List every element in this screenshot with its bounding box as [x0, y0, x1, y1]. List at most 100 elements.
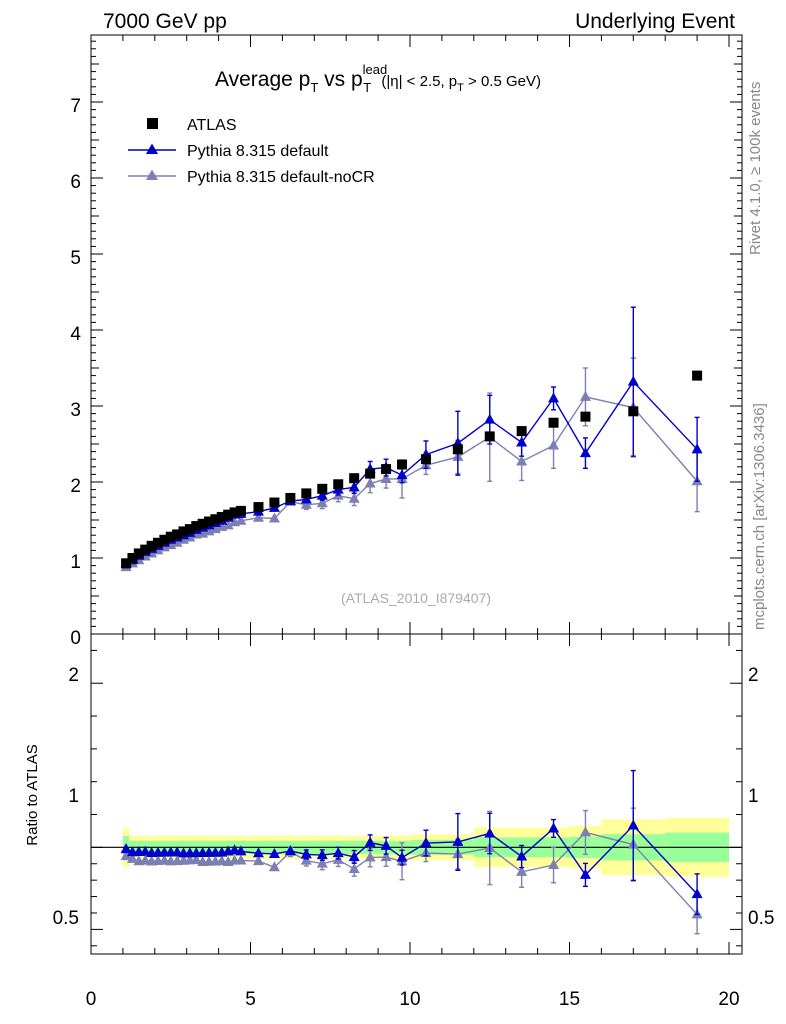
main-grid-layer: [90, 35, 742, 635]
y-tick-label-7: 7: [70, 96, 81, 117]
analysis-label: (ATLAS_2010_I879407): [341, 590, 491, 606]
atlas-data-point: [216, 511, 227, 522]
title-cuts-a: (|η| < 2.5, p: [377, 73, 457, 90]
atlas-data-point: [121, 558, 132, 569]
atlas-data-point: [191, 521, 202, 532]
default-main-point: [627, 375, 639, 386]
x-tick-label-0: 0: [86, 989, 97, 1010]
default-ratio-point: [252, 847, 264, 858]
ratio-tick-label-1-left: 1: [68, 786, 79, 807]
default-ratio-point: [229, 844, 241, 855]
y-tick-label-0: 0: [70, 628, 81, 649]
default-ratio-point: [300, 848, 312, 859]
nocr-ratio-point: [235, 854, 247, 865]
default-ratio-point: [268, 847, 280, 858]
default-ratio-point: [420, 837, 432, 848]
atlas-data-point: [133, 548, 144, 559]
atlas-data-point: [452, 444, 463, 455]
nocr-ratio-point: [364, 851, 376, 862]
legend-marker-atlas: [147, 118, 158, 129]
atlas-data-point: [317, 483, 328, 494]
nocr-ratio-point: [268, 861, 280, 872]
nocr-main-point: [516, 455, 528, 466]
main-series-layer: [120, 306, 703, 572]
default-ratio-point: [364, 836, 376, 847]
default-main-point: [300, 493, 312, 504]
nocr-main-point: [171, 536, 183, 547]
ratio-grid-layer: [90, 634, 742, 954]
default-ratio-point: [380, 839, 392, 850]
nocr-main-point: [548, 439, 560, 450]
ratio-series-layer: [120, 769, 703, 935]
nocr-main-point: [222, 519, 234, 530]
nocr-main-point: [268, 512, 280, 523]
ratio-tick-label-2-right: 2: [748, 665, 759, 686]
nocr-ratio-point: [348, 862, 360, 873]
title-vs: vs p: [318, 68, 362, 91]
x-tick-labels: 0 5 10 15 20: [86, 989, 740, 1010]
atlas-data-point: [628, 406, 639, 417]
nocr-ratio-point: [380, 851, 392, 862]
title-main: Average p: [215, 68, 310, 91]
ratio-frame: [90, 633, 743, 955]
default-ratio-point: [171, 846, 183, 857]
atlas-data-point: [692, 370, 703, 381]
nocr-ratio-point: [516, 865, 528, 876]
nocr-main-point: [235, 514, 247, 525]
atlas-data-point: [159, 534, 170, 545]
default-ratio-point: [316, 849, 328, 860]
default-main-point: [484, 413, 496, 424]
atlas-data-point: [165, 531, 176, 542]
atlas-data-point: [285, 492, 296, 503]
atlas-data-point: [152, 537, 163, 548]
atlas-data-point: [381, 464, 392, 475]
y-tick-label-2: 2: [70, 476, 81, 497]
default-ratio-point: [691, 888, 703, 899]
atlas-data-point: [172, 529, 183, 540]
title-sub-t: T: [310, 80, 318, 95]
mcplots-label: mcplots.cern.ch [arXiv:1306.3436]: [751, 403, 768, 630]
atlas-data-point: [548, 417, 559, 428]
chart-title: Average pT vs plead T (|η| < 2.5, pT > 0.…: [215, 62, 541, 95]
title-cuts-sub: T: [457, 82, 464, 94]
default-ratio-point: [548, 822, 560, 833]
nocr-ratio-point: [120, 850, 132, 861]
legend-marker-nocr: [146, 169, 158, 180]
nocr-main-point: [252, 511, 264, 522]
nocr-ratio-point: [190, 854, 202, 865]
y-tick-label-3: 3: [70, 400, 81, 421]
y-tick-label-5: 5: [70, 248, 81, 269]
rivet-label: Rivet 4.1.0, ≥ 100k events: [747, 82, 764, 255]
default-ratio-point: [452, 835, 464, 846]
header-left: 7000 GeV pp: [103, 10, 227, 33]
nocr-main-line: [125, 396, 698, 568]
default-ratio-point: [284, 845, 296, 856]
ratio-ylabel: Ratio to ATLAS: [24, 744, 41, 845]
atlas-data-point: [235, 505, 246, 516]
y-tick-label-4: 4: [70, 324, 81, 345]
legend-label-atlas: ATLAS: [187, 117, 237, 134]
default-ratio-point: [484, 827, 496, 838]
nocr-ratio-point: [126, 852, 138, 863]
default-main-point: [316, 489, 328, 500]
ratio-tick-label-0.5-left: 0.5: [53, 908, 79, 929]
x-tick-label-15: 15: [559, 989, 580, 1010]
atlas-data-point: [365, 468, 376, 479]
nocr-ratio-point: [548, 859, 560, 870]
nocr-main-point: [579, 390, 591, 401]
nocr-main-point: [364, 477, 376, 488]
nocr-main-point: [348, 492, 360, 503]
default-ratio-point: [516, 850, 528, 861]
default-main-point: [691, 443, 703, 454]
default-main-point: [516, 436, 528, 447]
ratio-y-tick-labels: 0.5 1 2 0.5 1 2: [53, 665, 775, 929]
default-ratio-point: [396, 851, 408, 862]
nocr-main-point: [316, 497, 328, 508]
atlas-data-point: [333, 479, 344, 490]
nocr-main-point: [300, 498, 312, 509]
legend-marker-default: [146, 143, 158, 154]
default-ratio-point: [579, 868, 591, 879]
ratio-tick-label-1-right: 1: [748, 786, 759, 807]
nocr-ratio-point: [252, 855, 264, 866]
title-sup-lead: lead: [363, 62, 388, 77]
